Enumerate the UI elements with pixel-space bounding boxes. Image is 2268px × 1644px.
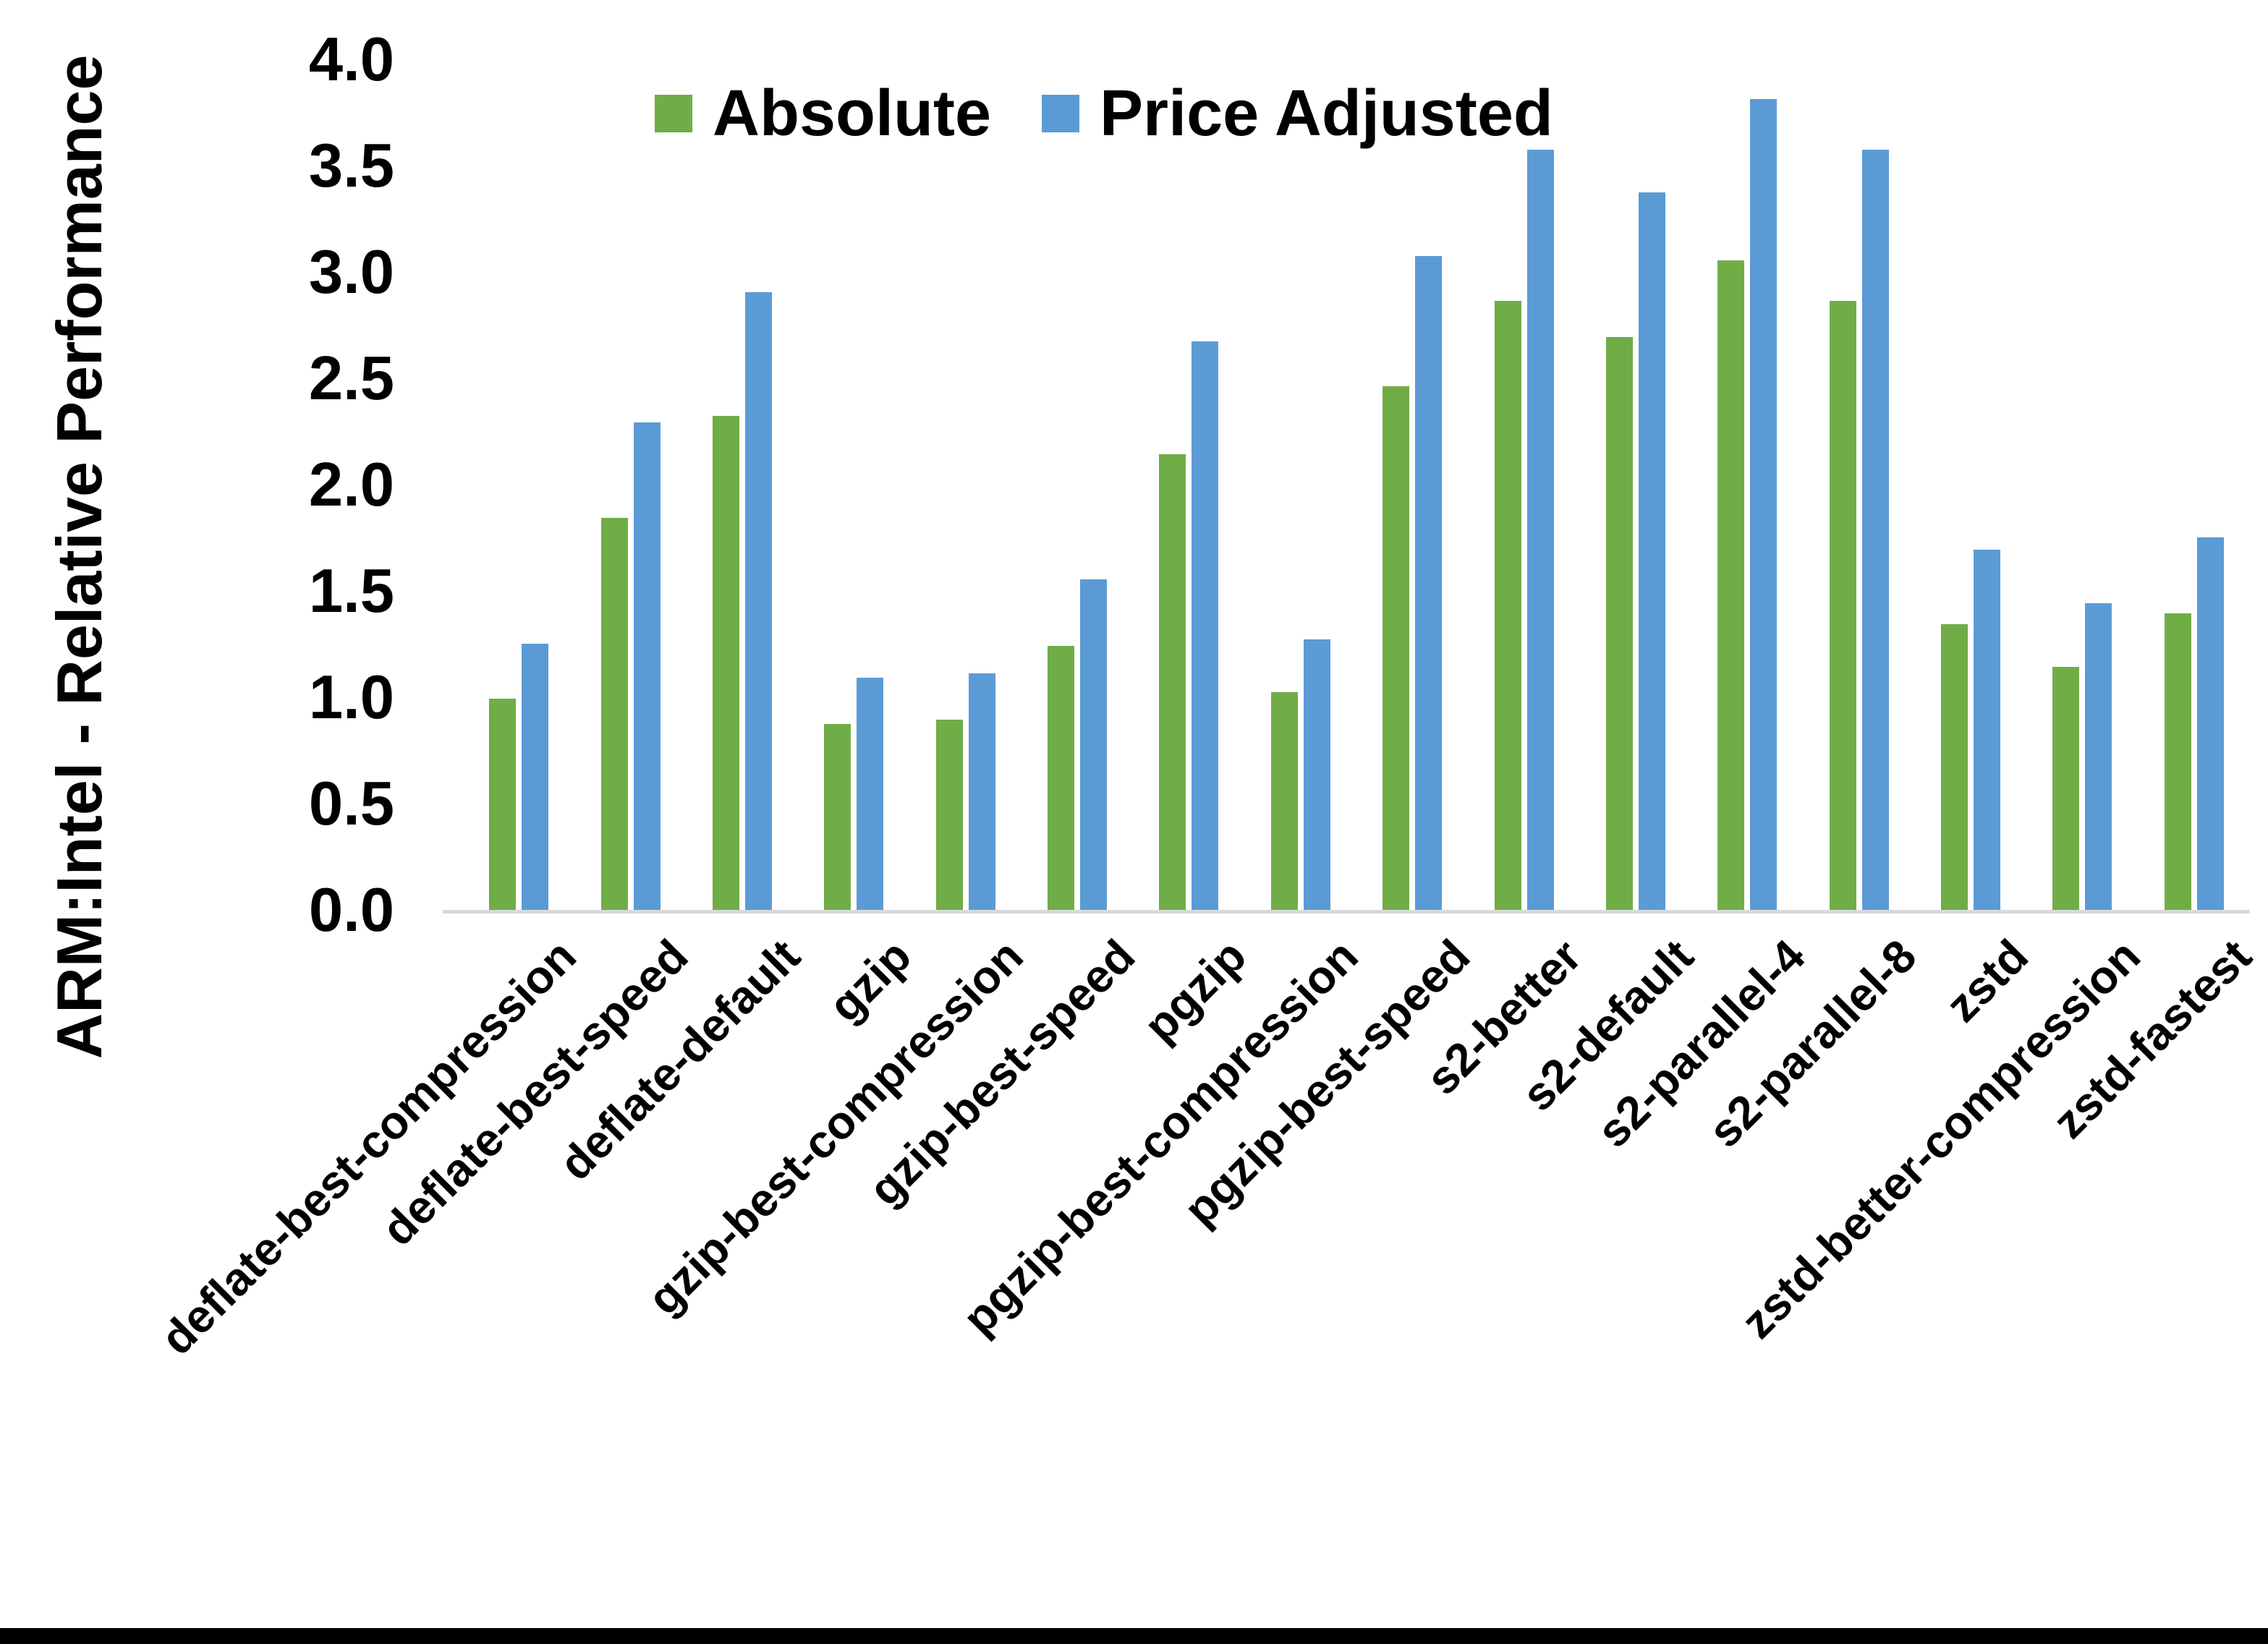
legend: Absolute Price Adjusted bbox=[655, 81, 1553, 146]
bar-absolute bbox=[600, 518, 628, 911]
bar-absolute bbox=[1159, 453, 1186, 911]
bar-price-adjusted bbox=[1080, 579, 1108, 911]
bar-absolute bbox=[1829, 301, 1856, 911]
bar-absolute bbox=[1941, 624, 1968, 911]
legend-item-absolute: Absolute bbox=[655, 81, 991, 146]
y-tick-label: 1.0 bbox=[308, 663, 394, 732]
bar-price-adjusted bbox=[2085, 602, 2112, 911]
bar-price-adjusted bbox=[1415, 256, 1443, 911]
y-tick-label: 3.0 bbox=[308, 237, 394, 307]
y-tick-label: 2.0 bbox=[308, 450, 394, 519]
bar-price-adjusted bbox=[522, 643, 549, 911]
bar-price-adjusted bbox=[857, 677, 884, 911]
bar-price-adjusted bbox=[1974, 550, 2001, 911]
y-tick-label: 3.5 bbox=[308, 131, 394, 200]
y-tick-label: 1.5 bbox=[308, 556, 394, 626]
bar-price-adjusted bbox=[1303, 639, 1330, 911]
bar-absolute bbox=[1605, 337, 1633, 911]
bar-price-adjusted bbox=[1750, 98, 1778, 911]
bar-absolute bbox=[1383, 386, 1410, 911]
bar-price-adjusted bbox=[633, 422, 661, 911]
bar-absolute bbox=[489, 699, 517, 911]
bar-price-adjusted bbox=[1192, 341, 1219, 911]
bottom-window-border bbox=[0, 1628, 2268, 1644]
y-tick-label: 0.0 bbox=[308, 875, 394, 945]
legend-label-price-adjusted: Price Adjusted bbox=[1100, 77, 1553, 150]
bar-absolute bbox=[824, 724, 851, 911]
bar-price-adjusted bbox=[968, 673, 995, 911]
x-axis-label: gzip bbox=[818, 929, 922, 1032]
bar-absolute bbox=[1048, 645, 1075, 911]
bar-absolute bbox=[1494, 301, 1521, 911]
legend-label-absolute: Absolute bbox=[713, 77, 992, 150]
bar-price-adjusted bbox=[1638, 192, 1665, 911]
bar-price-adjusted bbox=[1861, 150, 1889, 911]
bar-absolute bbox=[1270, 692, 1298, 911]
bar-absolute bbox=[1717, 260, 1745, 911]
legend-swatch-price-adjusted-icon bbox=[1042, 95, 1080, 132]
x-axis-label: zstd bbox=[1935, 929, 2039, 1032]
x-axis-baseline bbox=[443, 910, 2250, 913]
bar-absolute bbox=[2164, 613, 2191, 911]
legend-swatch-absolute-icon bbox=[655, 95, 692, 132]
bar-price-adjusted bbox=[744, 292, 772, 911]
x-axis-label: deflate-best-compression bbox=[150, 929, 587, 1365]
y-tick-label: 0.5 bbox=[308, 769, 394, 838]
bar-price-adjusted bbox=[2196, 537, 2224, 911]
bar-absolute bbox=[712, 415, 739, 911]
bar-absolute bbox=[935, 720, 963, 911]
y-tick-label: 4.0 bbox=[308, 25, 394, 94]
bar-price-adjusted bbox=[1526, 150, 1554, 911]
y-tick-label: 2.5 bbox=[308, 344, 394, 413]
legend-item-price-adjusted: Price Adjusted bbox=[1042, 81, 1553, 146]
bar-absolute bbox=[2052, 666, 2080, 911]
